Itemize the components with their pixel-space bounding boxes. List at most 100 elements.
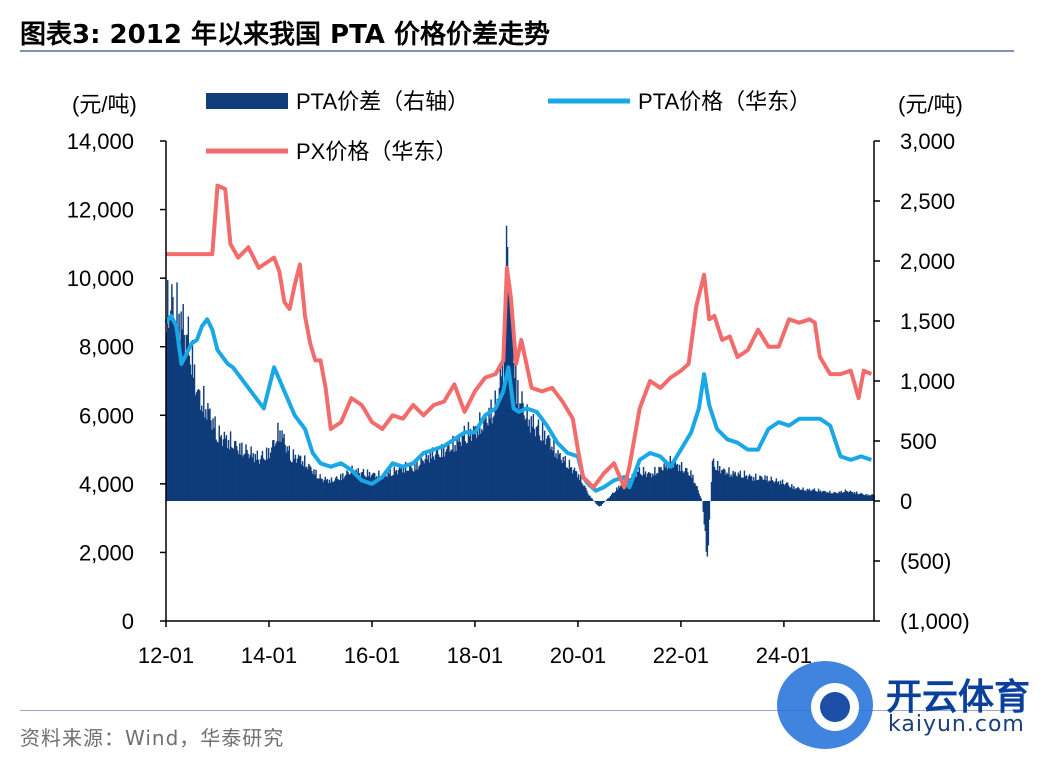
spread-bar xyxy=(383,474,385,501)
spread-bar xyxy=(492,417,494,501)
spread-bar xyxy=(444,456,446,501)
spread-bar xyxy=(565,467,567,501)
spread-bar xyxy=(689,476,691,501)
spread-bar xyxy=(496,398,498,501)
spread-bar xyxy=(542,440,545,501)
spread-bar xyxy=(505,225,508,501)
spread-bar xyxy=(804,490,806,501)
spread-bar xyxy=(422,460,424,501)
legend-label: PX价格（华东） xyxy=(296,139,457,164)
spread-bar xyxy=(179,345,181,501)
left-tick-label: 10,000 xyxy=(67,266,134,291)
spread-bar xyxy=(357,468,359,501)
spread-bar xyxy=(665,460,667,501)
spread-bar xyxy=(810,491,813,501)
spread-bar xyxy=(525,418,527,501)
spread-bar xyxy=(703,501,705,525)
spread-bar xyxy=(327,483,330,501)
spread-bar xyxy=(203,385,205,501)
spread-bar xyxy=(312,473,314,501)
spread-bar xyxy=(298,456,301,501)
spread-bar xyxy=(715,470,718,501)
spread-bar xyxy=(863,495,865,501)
title-rule xyxy=(20,50,1014,52)
spread-bar xyxy=(820,492,823,501)
spread-bar xyxy=(556,458,558,501)
spread-bar xyxy=(376,476,378,501)
spread-bar xyxy=(210,420,212,501)
spread-bar xyxy=(487,425,489,501)
spread-bar xyxy=(321,479,323,501)
spread-bar xyxy=(755,473,757,501)
spread-bar xyxy=(792,488,794,501)
spread-bar xyxy=(349,474,351,501)
spread-bar xyxy=(518,408,520,501)
spread-bar xyxy=(620,485,622,501)
spread-bar xyxy=(850,491,853,501)
left-tick-label: 8,000 xyxy=(79,335,134,360)
spread-bar xyxy=(414,463,416,501)
spread-bar xyxy=(566,467,569,501)
spread-bar xyxy=(857,493,859,501)
spread-bar xyxy=(866,495,868,501)
spread-bar xyxy=(307,469,309,501)
spread-bar xyxy=(667,466,669,501)
spread-bar xyxy=(236,446,238,501)
spread-bar xyxy=(696,486,698,501)
spread-bar xyxy=(250,446,252,501)
spread-bar xyxy=(491,423,493,501)
spread-bar xyxy=(843,492,846,501)
spread-bar xyxy=(595,501,597,504)
spread-bar xyxy=(756,480,758,501)
spread-bar xyxy=(741,477,744,501)
spread-bar xyxy=(543,430,546,501)
spread-bar xyxy=(288,445,290,501)
spread-bar xyxy=(680,462,683,501)
spread-bar xyxy=(282,437,284,501)
spread-bar xyxy=(246,449,248,501)
spread-bar xyxy=(673,463,676,501)
spread-bar xyxy=(711,460,714,501)
spread-bar xyxy=(251,457,253,501)
spread-bar xyxy=(297,454,300,501)
spread-bar xyxy=(767,482,769,501)
spread-bar xyxy=(599,501,601,506)
spread-bar xyxy=(193,364,196,501)
spread-bar xyxy=(766,475,768,501)
spread-bar xyxy=(365,477,368,501)
spread-bar xyxy=(348,474,350,501)
spread-bar xyxy=(208,409,210,501)
spread-bar xyxy=(204,417,206,501)
spread-bar xyxy=(811,489,814,501)
spread-bar xyxy=(424,459,426,501)
x-tick-label: 22-01 xyxy=(653,643,709,668)
spread-bar xyxy=(295,462,298,501)
spread-bar xyxy=(733,473,735,501)
spread-bar xyxy=(483,415,485,501)
spread-bar xyxy=(253,462,255,501)
spread-bar xyxy=(567,468,570,501)
spread-bar xyxy=(581,482,583,501)
spread-bar xyxy=(366,469,369,501)
spread-bar xyxy=(634,475,636,501)
spread-bar xyxy=(534,436,537,501)
spread-bar xyxy=(643,474,646,501)
spread-bar xyxy=(339,480,341,501)
spread-bar xyxy=(507,280,510,501)
spread-bar xyxy=(206,419,208,501)
axes: 0 2,000 4,000 6,000 8,000 10,000 12,000 14,000 (… xyxy=(67,92,970,668)
spread-bar xyxy=(417,469,419,501)
spread-bar xyxy=(468,436,471,501)
spread-bar xyxy=(664,467,666,501)
spread-bar xyxy=(851,491,854,501)
spread-bar xyxy=(439,457,442,501)
spread-bar xyxy=(474,426,477,501)
spread-bar xyxy=(841,492,843,501)
spread-bar xyxy=(281,430,283,501)
spread-bar xyxy=(229,431,232,501)
spread-bar xyxy=(555,453,557,501)
spread-bar xyxy=(432,456,435,501)
spread-bar xyxy=(240,454,242,501)
spread-bar xyxy=(430,458,433,501)
spread-bar xyxy=(647,472,650,501)
